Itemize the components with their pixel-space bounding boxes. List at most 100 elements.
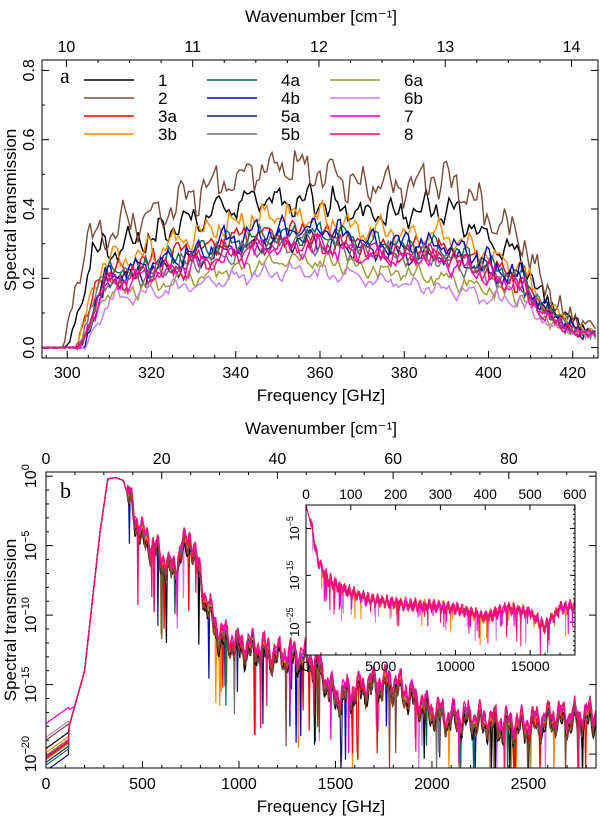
panel-a-top-tick-label: 14	[563, 39, 581, 56]
panel-b-x-tick-label: 500	[129, 776, 156, 793]
panel-b-series	[46, 476, 596, 768]
panel-b-x-tick-label: 2000	[414, 776, 450, 793]
panel-b-y-tick-label: 100	[20, 464, 40, 488]
panel-a-y-tick-label: 0.8	[21, 59, 38, 81]
panel-b-y-tick-label: 10−5	[20, 531, 40, 561]
inset-top-tick-label: 200	[384, 486, 408, 502]
panel-b-y-tick-label-group: 10−20	[20, 736, 40, 772]
panel-a-y-tick-label: 0.4	[21, 198, 38, 220]
inset-y-tick-label: 10−5	[285, 516, 302, 541]
panel-a-series	[41, 150, 597, 351]
inset-top-ticks: 0 100 200 300 400 500 600	[302, 486, 587, 510]
panel-a-frame	[41, 59, 599, 359]
panel-a-top-tick-label: 11	[184, 39, 201, 56]
panel-a-top-tick-label: 13	[436, 39, 454, 56]
panel-a-top-ticks: 10 11 12 13 14	[58, 39, 581, 67]
panel-b-y-axis-label: Spectral transmission	[1, 539, 20, 702]
panel-a-top-tick-label: 10	[58, 39, 76, 56]
panel-a-x-tick-label: 360	[307, 365, 334, 382]
panel-b-top-ticks: 0 20 40 60 80	[42, 451, 568, 479]
panel-b-top-tick-label: 20	[153, 451, 171, 468]
panel-b-top-tick-label: 0	[42, 451, 51, 468]
legend-label-5a: 5a	[281, 107, 300, 126]
panel-b-y-tick-label-group: 10−10	[20, 597, 40, 633]
inset-x-tick-label: 15000	[511, 658, 550, 674]
inset-background	[306, 505, 575, 655]
inset-x-ticks: 0 5000 10000 15000	[302, 650, 561, 674]
legend-label-5b: 5b	[281, 125, 300, 144]
panel-b-top-axis-label: Wavenumber [cm⁻¹]	[245, 419, 397, 438]
panel-a-x-tick-label: 320	[138, 365, 165, 382]
panel-a-x-tick-label: 400	[475, 365, 502, 382]
inset-y-tick-label: 10−25	[285, 607, 302, 637]
panel-a-y-tick-label: 0.0	[21, 336, 38, 358]
inset-x-tick-label: 0	[302, 658, 310, 674]
legend-label-6a: 6a	[404, 71, 423, 90]
panel-a-y-axis-label: Spectral transmission	[1, 129, 20, 292]
inset-top-tick-label: 100	[339, 486, 363, 502]
legend-label-2: 2	[158, 89, 167, 108]
legend-label-8: 8	[404, 125, 413, 144]
panel-b-x-axis-label: Frequency [GHz]	[257, 797, 386, 816]
panel-a-x-tick-label: 340	[222, 365, 249, 382]
inset-x-tick-label: 10000	[436, 658, 475, 674]
inset-series-8	[306, 505, 575, 654]
panel-a-top-axis-label: Wavenumber [cm⁻¹]	[245, 7, 397, 26]
legend-label-1: 1	[158, 71, 167, 90]
panel-a-x-ticks: 300 320 340 360 380 400 420	[45, 351, 595, 382]
panel-b-x-tick-label: 2500	[511, 776, 547, 793]
panel-a: Wavenumber [cm⁻¹] 10 11 12 13 14 300 320 340 36…	[1, 7, 599, 405]
panel-b-series-8	[46, 476, 596, 768]
panel-a-letter: a	[60, 63, 70, 88]
legend-label-3a: 3a	[158, 107, 177, 126]
panel-a-series-6b	[41, 260, 597, 351]
legend-label-7: 7	[404, 107, 413, 126]
panel-b-y-ticks: 100 10−5 10−10 10−15 10−20	[20, 464, 596, 772]
panel-a-series-2	[41, 150, 597, 349]
panel-b: Wavenumber [cm⁻¹] 0 20 40 60 80 0 500 1000 1500…	[1, 419, 597, 816]
inset-x-tick-label: 5000	[365, 658, 396, 674]
inset-y-tick-label-group: 10−25	[285, 607, 302, 637]
panel-b-y-tick-label: 10−20	[20, 736, 40, 772]
panel-b-y-tick-label-group: 10−15	[20, 666, 40, 702]
legend-label-4a: 4a	[281, 71, 300, 90]
inset-top-tick-label: 300	[429, 486, 453, 502]
legend-label-3b: 3b	[158, 125, 177, 144]
panel-a-y-tick-label: 0.2	[21, 267, 38, 289]
inset-top-tick-label: 500	[518, 486, 542, 502]
panel-a-x-tick-label: 300	[54, 365, 81, 382]
inset-y-tick-label-group: 10−15	[285, 561, 302, 591]
panel-b-x-tick-label: 1000	[221, 776, 257, 793]
panel-b-y-tick-label: 10−15	[20, 666, 40, 702]
inset-y-ticks: 10−5 10−15 10−25	[285, 509, 575, 651]
panel-b-x-tick-label: 1500	[318, 776, 354, 793]
legend-label-6b: 6b	[404, 89, 423, 108]
inset-top-tick-label: 600	[563, 486, 587, 502]
panel-a-series-6a	[41, 250, 596, 349]
panel-b-y-tick-label-group: 100	[20, 464, 40, 488]
legend-label-4b: 4b	[281, 89, 300, 108]
panel-a-x-tick-label: 380	[391, 365, 418, 382]
panel-b-frame	[45, 471, 597, 769]
panel-b-top-tick-label: 40	[269, 451, 287, 468]
inset-y-tick-label: 10−15	[285, 561, 302, 591]
panel-a-top-tick-label: 12	[310, 39, 328, 56]
panel-b-x-tick-label: 0	[42, 776, 51, 793]
inset-top-tick-label: 0	[302, 486, 310, 502]
inset-y-tick-label-group: 10−5	[285, 516, 302, 541]
panel-a-y-tick-label: 0.6	[21, 128, 38, 150]
panel-a-series-8	[41, 232, 596, 349]
panel-b-top-tick-label: 80	[500, 451, 518, 468]
inset-frame	[305, 504, 576, 656]
panel-a-series-4b	[41, 213, 596, 350]
panel-a-series-1	[41, 180, 597, 349]
inset-top-tick-label: 400	[474, 486, 498, 502]
panel-b-letter: b	[60, 478, 71, 503]
panel-a-y-ticks: 0.0 0.2 0.4 0.6 0.8	[21, 59, 598, 359]
panel-b-y-tick-label: 10−10	[20, 597, 40, 633]
panel-b-y-tick-label-group: 10−5	[20, 531, 40, 561]
inset-series	[306, 505, 575, 655]
panel-a-x-axis-label: Frequency [GHz]	[257, 386, 386, 405]
